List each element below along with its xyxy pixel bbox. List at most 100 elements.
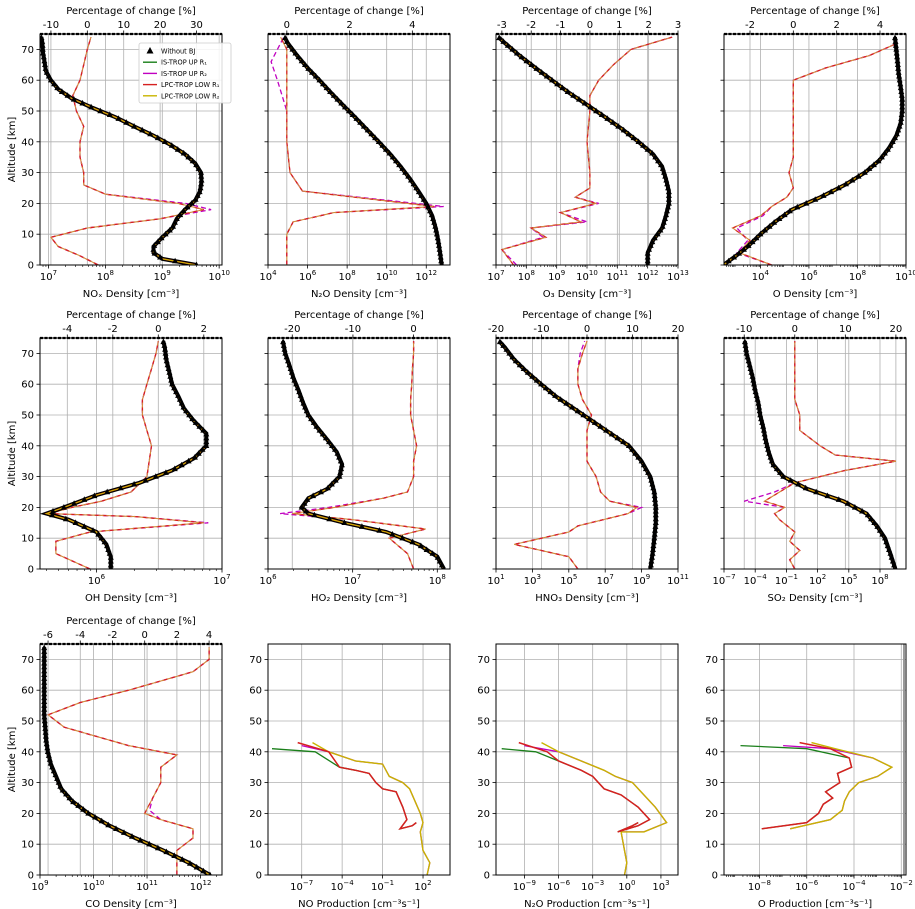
- baseline-marker: [787, 477, 794, 483]
- baseline-marker: [294, 384, 301, 391]
- x-tick-exponent: 6: [101, 573, 106, 581]
- x-tick-base: 10: [597, 576, 610, 587]
- x-tick-exponent: −2: [902, 879, 912, 887]
- x-tick-exponent: −6: [808, 879, 819, 887]
- x-tick-label: 101: [487, 573, 504, 587]
- top-axis-label: Percentage of change [%]: [750, 310, 880, 321]
- baseline-marker: [189, 157, 196, 164]
- baseline-marker: [795, 480, 802, 487]
- x-tick-exponent: 7: [609, 573, 613, 581]
- y-tick-label: 10: [249, 840, 262, 851]
- density-baseline-line: [42, 647, 212, 875]
- top-tick-label: 2: [174, 630, 180, 641]
- baseline-marker: [42, 729, 49, 735]
- density-lpc2-line: [282, 340, 445, 569]
- baseline-marker: [767, 454, 774, 460]
- baseline-marker: [131, 480, 138, 487]
- baseline-marker: [338, 461, 345, 468]
- x-tick-label: 1011: [667, 573, 689, 587]
- baseline-marker: [569, 403, 575, 410]
- baseline-marker: [895, 65, 902, 71]
- x-tick-exponent: 8: [110, 269, 114, 277]
- baseline-marker: [652, 519, 659, 525]
- x-tick-exponent: −4: [756, 573, 767, 581]
- baseline-marker: [866, 165, 873, 171]
- baseline-marker: [203, 434, 210, 441]
- y-tick-label: 40: [21, 747, 34, 758]
- density-baseline-line: [40, 340, 209, 569]
- baseline-marker: [751, 384, 758, 391]
- baseline-marker: [322, 434, 329, 441]
- x-tick-base: 10: [487, 576, 500, 587]
- baseline-marker: [171, 465, 178, 472]
- baseline-marker: [576, 96, 582, 102]
- baseline-marker: [105, 821, 112, 828]
- x-tick-exponent: 8: [862, 269, 866, 277]
- x-tick-label: 10−4: [842, 879, 866, 893]
- lpc-r1-line: [518, 741, 651, 833]
- baseline-marker: [42, 65, 49, 71]
- baseline-marker: [651, 534, 658, 541]
- baseline-marker: [892, 38, 899, 44]
- x-tick-base: 10: [371, 882, 384, 893]
- pct-change-is-line: [270, 36, 444, 265]
- top-axis-label: Percentage of change [%]: [750, 6, 880, 17]
- baseline-marker: [760, 427, 767, 433]
- baseline-marker: [620, 438, 627, 445]
- baseline-marker: [586, 415, 593, 422]
- y-tick-label: 0: [28, 261, 34, 272]
- baseline-marker: [859, 507, 866, 514]
- baseline-marker: [293, 380, 300, 387]
- x-tick-exponent: −3: [594, 879, 604, 887]
- baseline-marker: [762, 434, 769, 441]
- baseline-marker: [758, 415, 765, 422]
- baseline-marker: [759, 419, 766, 425]
- x-tick-exponent: 2: [427, 879, 431, 887]
- baseline-marker: [438, 257, 445, 264]
- baseline-marker: [329, 442, 335, 448]
- baseline-marker: [58, 88, 65, 94]
- baseline-marker: [40, 53, 47, 60]
- baseline-marker: [310, 419, 317, 425]
- baseline-marker: [420, 196, 427, 202]
- baseline-marker: [652, 153, 659, 160]
- y-tick-label: 70: [249, 655, 262, 666]
- baseline-marker: [581, 99, 588, 106]
- baseline-marker: [117, 484, 124, 491]
- baseline-marker: [298, 504, 305, 510]
- baseline-marker: [180, 149, 187, 156]
- x-tick-exponent: 7: [357, 573, 361, 581]
- axes-frame-n2o: [267, 33, 451, 266]
- baseline-marker: [745, 357, 752, 364]
- baseline-marker: [137, 837, 144, 843]
- baseline-marker: [386, 149, 393, 156]
- baseline-marker: [349, 111, 356, 117]
- baseline-marker: [892, 34, 898, 41]
- baseline-marker: [337, 457, 344, 464]
- baseline-marker: [41, 675, 48, 681]
- baseline-marker: [180, 403, 187, 410]
- grid-o3: [495, 34, 679, 266]
- baseline-marker: [434, 554, 441, 560]
- baseline-marker: [396, 161, 403, 168]
- baseline-marker: [632, 450, 639, 456]
- x-tick-base: 10: [890, 882, 903, 893]
- baseline-marker: [630, 134, 637, 141]
- baseline-marker: [749, 373, 756, 379]
- axes-frame-ho2: [267, 337, 451, 570]
- y-tick-label: 70: [705, 655, 718, 666]
- x-tick-base: 10: [849, 272, 862, 283]
- baseline-marker: [564, 88, 571, 94]
- baseline-marker: [887, 550, 894, 556]
- baseline-marker: [295, 53, 302, 60]
- baseline-marker: [893, 130, 900, 137]
- x-tick-base: 10: [487, 272, 500, 283]
- x-tick-exponent: −1: [788, 573, 798, 581]
- x-tick-label: 10−9: [513, 879, 536, 893]
- baseline-marker: [280, 338, 287, 345]
- pct-change-lpc-line: [48, 340, 204, 569]
- baseline-marker: [861, 169, 868, 175]
- baseline-marker: [663, 211, 670, 218]
- baseline-marker: [41, 683, 48, 689]
